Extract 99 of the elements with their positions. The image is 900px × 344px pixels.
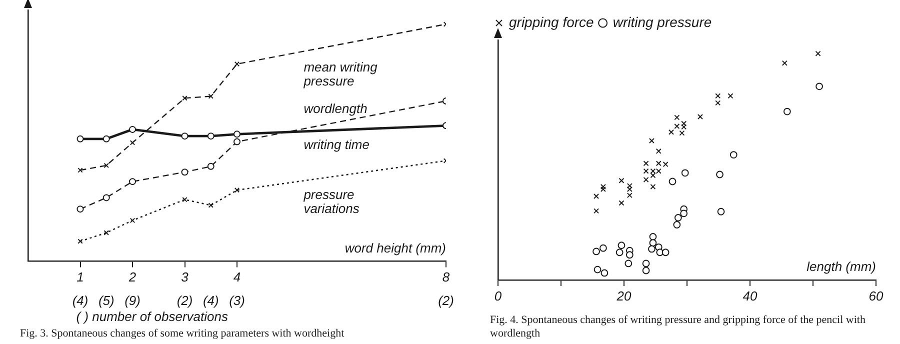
point bbox=[674, 124, 680, 130]
point bbox=[594, 208, 600, 214]
point bbox=[673, 221, 681, 228]
point bbox=[130, 140, 136, 146]
point bbox=[650, 184, 656, 190]
point bbox=[207, 132, 214, 140]
point bbox=[78, 168, 83, 173]
text: Fig. 3. Spontaneous changes of some writing parameters with wordheight bbox=[20, 327, 344, 340]
series-label: writing time bbox=[304, 137, 370, 152]
x-tick-label: 20 bbox=[616, 288, 632, 304]
point bbox=[656, 168, 662, 174]
point bbox=[181, 168, 188, 176]
point bbox=[648, 245, 656, 253]
point bbox=[594, 266, 602, 274]
point bbox=[181, 132, 188, 140]
point bbox=[674, 114, 680, 120]
point bbox=[102, 135, 110, 142]
text: (2) bbox=[176, 292, 193, 308]
series-label: wordlength bbox=[304, 101, 368, 116]
point bbox=[816, 82, 823, 90]
point bbox=[648, 138, 654, 144]
series-label: pressure variations bbox=[302, 186, 360, 216]
point bbox=[624, 260, 632, 268]
point bbox=[730, 151, 738, 158]
point bbox=[234, 130, 240, 138]
point bbox=[600, 269, 608, 277]
text: (3) bbox=[229, 292, 245, 308]
x-axis-title: length (mm) bbox=[806, 259, 876, 274]
point bbox=[182, 96, 188, 101]
x-tick-label: 2 bbox=[128, 270, 137, 285]
point bbox=[728, 93, 734, 99]
point bbox=[182, 196, 188, 202]
point bbox=[717, 208, 725, 216]
point bbox=[626, 251, 634, 259]
point bbox=[616, 248, 624, 256]
point bbox=[594, 193, 600, 199]
point bbox=[662, 162, 668, 168]
point bbox=[208, 94, 214, 99]
x-tick-label: 8 bbox=[442, 270, 450, 285]
point bbox=[668, 129, 674, 135]
point bbox=[234, 138, 240, 146]
point bbox=[697, 114, 703, 120]
point bbox=[130, 218, 136, 224]
point bbox=[592, 248, 600, 256]
point bbox=[643, 160, 649, 166]
point bbox=[76, 135, 84, 142]
point bbox=[600, 244, 607, 252]
text: ( ) number of observations bbox=[76, 308, 228, 324]
text: (9) bbox=[124, 292, 140, 308]
point bbox=[642, 266, 650, 274]
point bbox=[643, 176, 649, 182]
text: (2) bbox=[438, 292, 454, 308]
point bbox=[234, 187, 240, 193]
point bbox=[783, 108, 791, 116]
point bbox=[104, 162, 109, 168]
legend-label: gripping force bbox=[509, 14, 594, 30]
point bbox=[129, 178, 136, 186]
point bbox=[618, 242, 626, 250]
point bbox=[815, 50, 821, 56]
text: Fig. 4. Spontaneous changes of writing pressure and gripping force of the pencil with wordlength bbox=[490, 314, 866, 340]
point bbox=[643, 168, 649, 174]
x-tick-label: 1 bbox=[76, 270, 84, 285]
point bbox=[680, 210, 688, 218]
point bbox=[649, 239, 657, 247]
point bbox=[104, 230, 109, 236]
x-tick-label: 40 bbox=[742, 288, 758, 304]
point bbox=[681, 120, 687, 126]
legend-label: writing pressure bbox=[612, 14, 712, 30]
x-tick-label: 60 bbox=[868, 288, 884, 304]
point bbox=[656, 160, 662, 166]
point bbox=[600, 186, 606, 192]
point bbox=[102, 194, 110, 202]
point bbox=[668, 178, 676, 186]
point bbox=[600, 184, 606, 190]
point bbox=[674, 214, 682, 222]
point bbox=[207, 162, 214, 170]
point bbox=[78, 238, 83, 244]
point bbox=[618, 200, 624, 206]
point bbox=[782, 60, 788, 66]
text: (4) bbox=[202, 292, 219, 308]
point bbox=[618, 178, 624, 184]
text: (5) bbox=[98, 292, 114, 308]
x-tick-label: 4 bbox=[233, 270, 241, 285]
point bbox=[662, 248, 670, 256]
point bbox=[76, 206, 84, 213]
x-tick-label: 3 bbox=[181, 270, 190, 285]
point bbox=[626, 183, 632, 189]
point bbox=[716, 170, 724, 178]
point bbox=[129, 126, 136, 133]
point bbox=[642, 260, 650, 268]
series-label: mean writing pressure bbox=[302, 60, 378, 89]
text: (4) bbox=[72, 292, 88, 308]
point bbox=[649, 233, 657, 240]
point bbox=[656, 148, 662, 154]
point bbox=[681, 169, 689, 177]
point bbox=[234, 61, 240, 67]
point bbox=[208, 202, 214, 208]
x-tick-label: 0 bbox=[494, 288, 502, 304]
x-axis-title: word height (mm) bbox=[344, 240, 446, 256]
